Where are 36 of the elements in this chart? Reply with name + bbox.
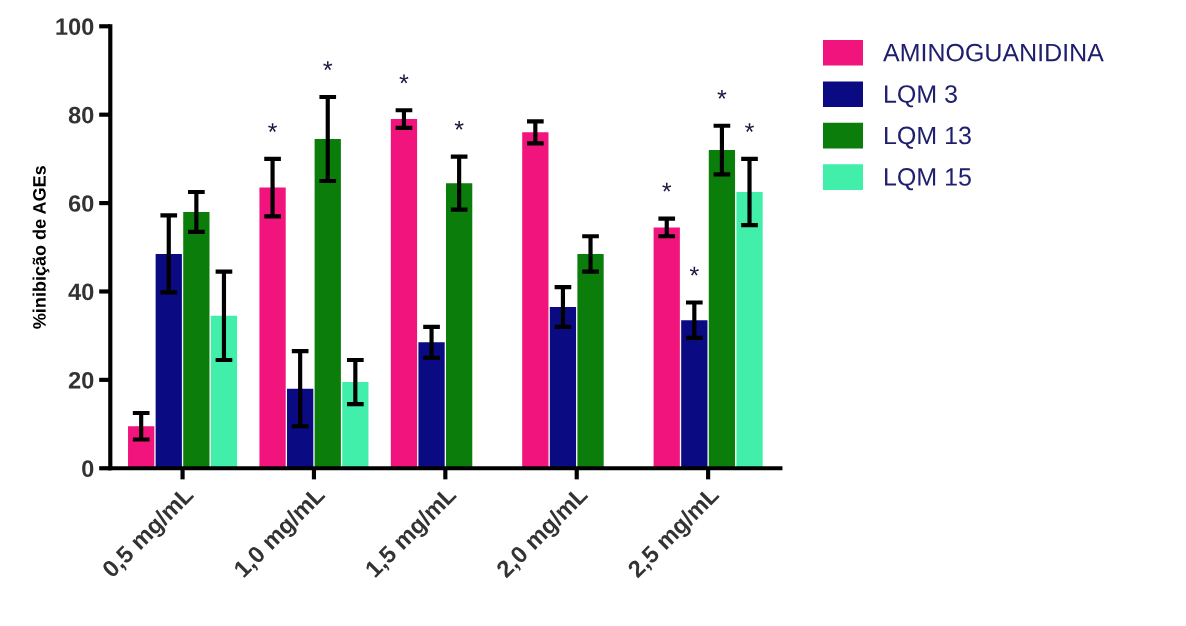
- y-axis-title: %inibição de AGEs: [32, 166, 50, 329]
- y-tick-label: 60: [68, 195, 94, 212]
- bar: [708, 150, 736, 469]
- bar: [577, 253, 604, 469]
- data-label: *: [268, 123, 278, 132]
- y-tick-label: 40: [68, 283, 94, 301]
- bar: [446, 183, 473, 469]
- bar: [314, 138, 341, 469]
- legend-label: AMINOGUANIDINA: [883, 43, 1104, 62]
- bar: [259, 187, 286, 469]
- data-label: *: [454, 120, 464, 130]
- bar: [342, 382, 369, 469]
- data-label: *: [689, 266, 699, 276]
- data-label: *: [662, 182, 672, 192]
- bar: [736, 192, 763, 469]
- y-tick-label: 100: [56, 18, 94, 36]
- y-tick-label: 0: [82, 460, 94, 478]
- data-label: *: [323, 61, 333, 71]
- data-label: *: [745, 123, 754, 132]
- bar: [183, 211, 210, 469]
- bar: [681, 320, 708, 469]
- bar: [155, 253, 182, 469]
- data-label: *: [717, 90, 727, 99]
- bar: [390, 119, 418, 469]
- bar: [287, 388, 314, 469]
- legend-label: LQM 13: [885, 126, 971, 149]
- y-tick-label: 20: [68, 371, 94, 389]
- bar: [418, 342, 445, 469]
- bar: [549, 306, 577, 469]
- legend-label: LQM 15: [885, 168, 971, 191]
- y-tick-label: 80: [68, 106, 94, 124]
- bar: [653, 227, 680, 469]
- data-label: *: [399, 74, 409, 84]
- legend-label: LQM 3: [885, 85, 957, 108]
- bar: [522, 132, 549, 469]
- bar: [210, 315, 238, 469]
